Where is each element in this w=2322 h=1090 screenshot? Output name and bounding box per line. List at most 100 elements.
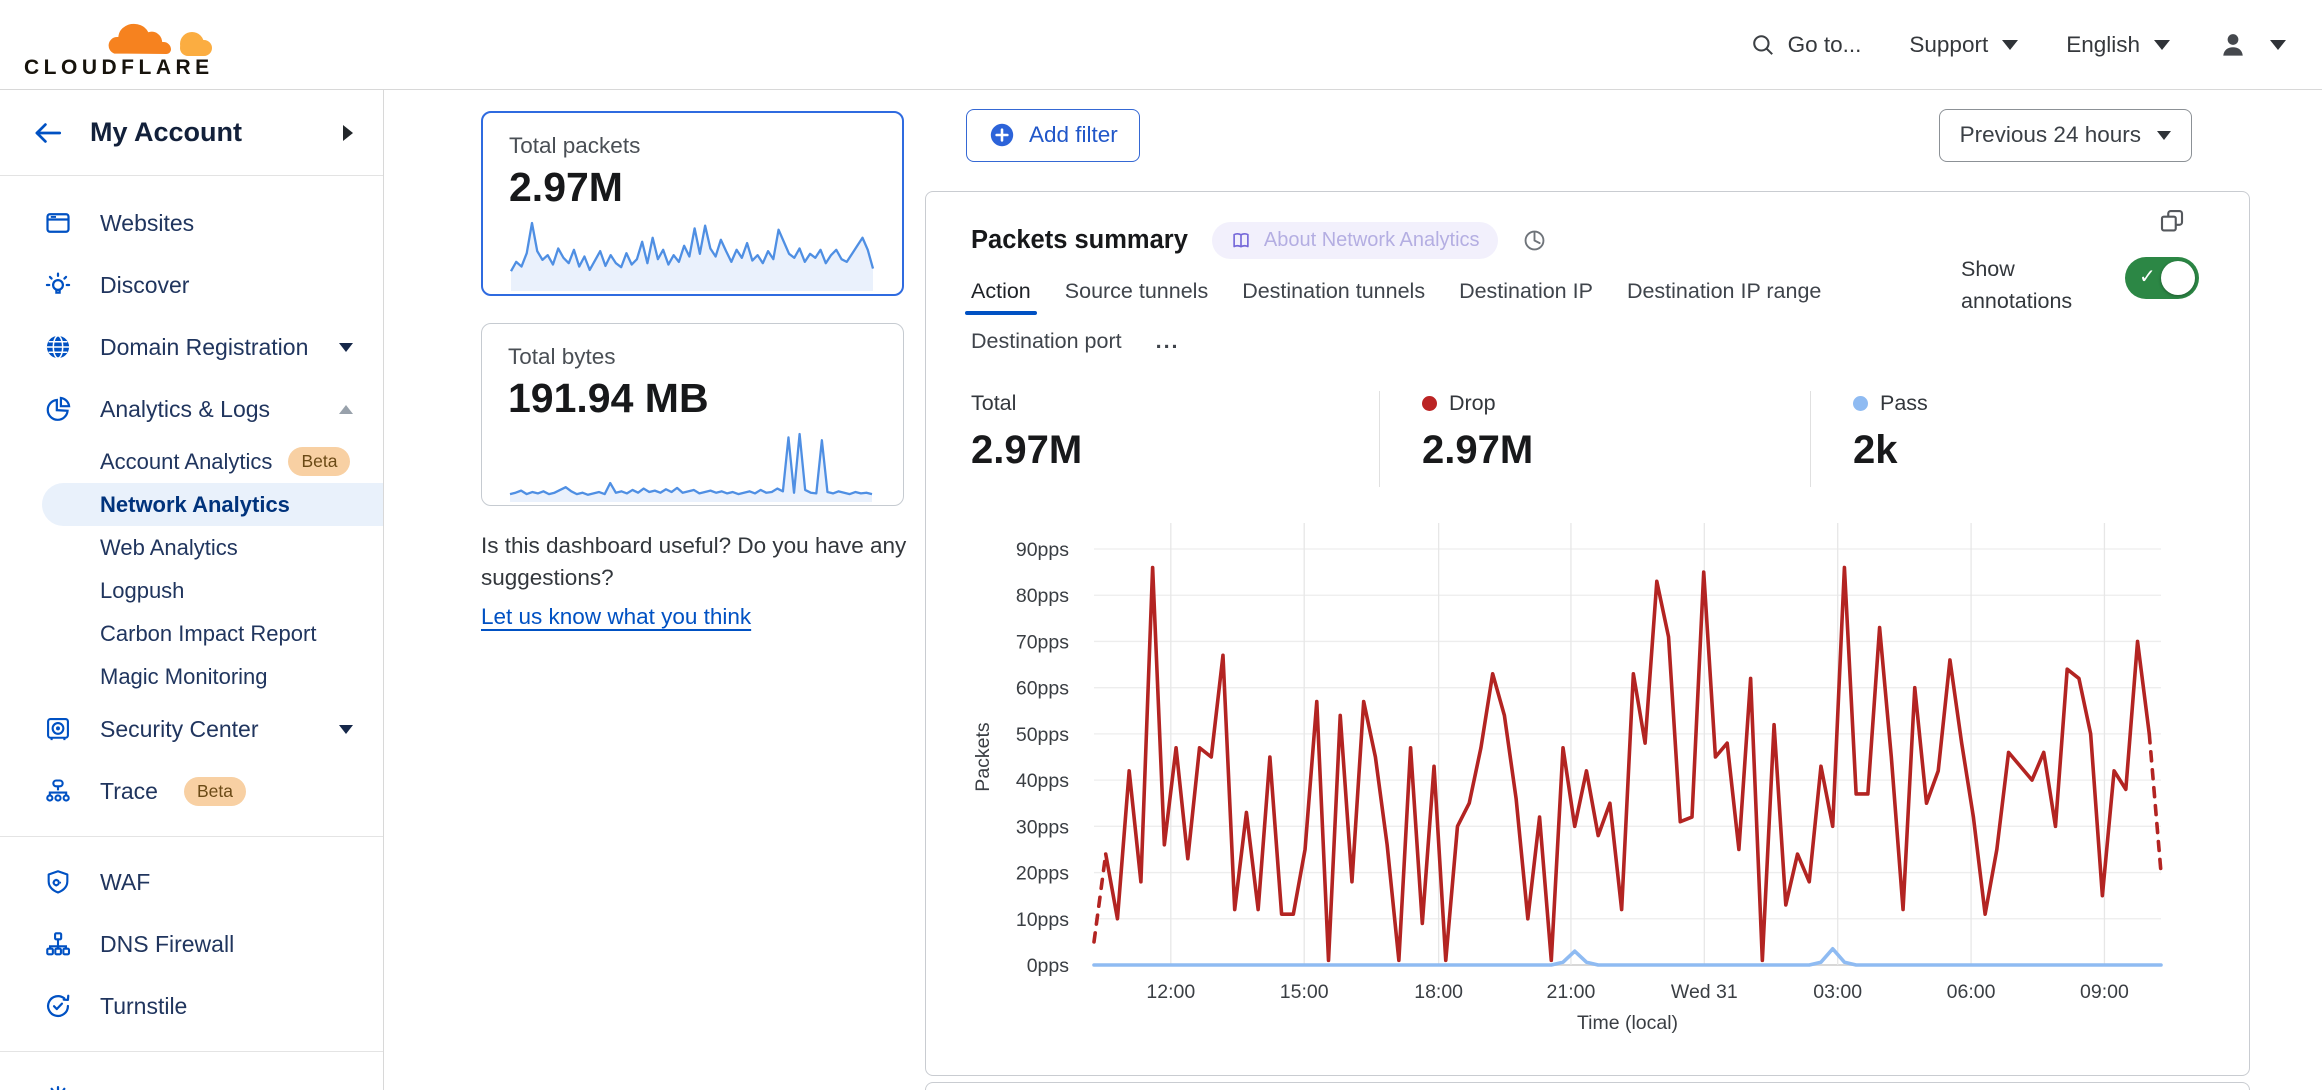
stat-label: Total <box>971 391 1017 415</box>
packets-time-series-chart[interactable]: 0pps 10pps 20pps 30pps 40pps 50pps 60pps 70pps 8… <box>971 489 2206 1049</box>
sitemap-icon <box>42 930 74 958</box>
sidebar-item-logpush[interactable]: Logpush <box>0 569 383 612</box>
turnstile-icon <box>42 992 74 1020</box>
sidebar-item-waf[interactable]: WAF <box>0 851 383 913</box>
metric-value: 2.97M <box>509 164 623 210</box>
show-annotations-toggle[interactable]: ✓ <box>2125 257 2199 299</box>
feedback-link[interactable]: Let us know what you think <box>481 603 752 629</box>
svg-text:Packets: Packets <box>972 722 994 792</box>
sidebar-item-network-analytics[interactable]: Network Analytics <box>42 483 383 526</box>
sidebar-item-magic-monitoring[interactable]: Magic Monitoring <box>0 655 383 698</box>
sidebar-item-label: Trace <box>100 777 158 804</box>
metric-column: Total packets 2.97M Total bytes 191.94 M… <box>481 111 907 633</box>
caret-down-icon <box>2154 39 2170 50</box>
tab-destination-ip-range[interactable]: Destination IP range <box>1626 279 1822 303</box>
drop-legend-dot <box>1422 396 1437 411</box>
caret-down-icon <box>2002 39 2019 50</box>
sidebar-item-trace[interactable]: Trace Beta <box>0 760 383 822</box>
more-tabs-button[interactable]: ... <box>1155 329 1180 353</box>
plus-circle-icon <box>990 123 1014 147</box>
stat-drop: Drop 2.97M <box>1379 391 1810 487</box>
about-badge-label: About Network Analytics <box>1263 229 1480 251</box>
next-panel-partial <box>925 1082 2250 1090</box>
sidebar-item-label: DNS Firewall <box>100 930 235 957</box>
toggle-knob <box>2161 261 2195 295</box>
stat-value: 2.97M <box>971 428 1083 472</box>
about-network-analytics-badge[interactable]: About Network Analytics <box>1211 222 1498 259</box>
add-filter-button[interactable]: Add filter <box>966 108 1140 162</box>
time-range-select[interactable]: Previous 24 hours <box>1938 108 2192 162</box>
sidebar-item-websites[interactable]: Websites <box>0 192 383 254</box>
svg-text:70pps: 70pps <box>1016 631 1069 653</box>
sidebar-item-partial[interactable] <box>0 1066 383 1090</box>
beta-badge: Beta <box>183 776 246 806</box>
sidebar-item-dns-firewall[interactable]: DNS Firewall <box>0 913 383 975</box>
burst-icon <box>42 1083 74 1090</box>
sidebar-item-domain-registration[interactable]: Domain Registration <box>0 316 383 378</box>
chevron-right-icon <box>343 124 353 141</box>
websites-icon <box>42 209 74 237</box>
svg-text:03:00: 03:00 <box>1813 981 1862 1003</box>
cloudflare-logo[interactable]: CLOUDFLARE <box>24 10 216 80</box>
lightbulb-icon <box>42 271 74 299</box>
account-menu[interactable] <box>2218 30 2286 60</box>
sidebar-item-label: Turnstile <box>100 992 188 1019</box>
packets-summary-panel: Packets summary About Network Analytics … <box>925 191 2250 1076</box>
time-range-value: Previous 24 hours <box>1959 122 2141 147</box>
goto-search[interactable]: Go to... <box>1750 31 1862 58</box>
shield-gear-icon <box>42 868 74 896</box>
main-content: Add filter Previous 24 hours Packets sum… <box>925 108 2250 1090</box>
svg-text:12:00: 12:00 <box>1146 981 1195 1003</box>
sidebar-item-discover[interactable]: Discover <box>0 254 383 316</box>
svg-text:40pps: 40pps <box>1016 770 1069 792</box>
cloudflare-logo-text: CLOUDFLARE <box>24 55 214 79</box>
packets-sparkline <box>509 221 875 291</box>
language-label: English <box>2066 31 2140 57</box>
sidebar-item-account-analytics[interactable]: Account Analytics Beta <box>0 440 383 483</box>
caret-up-icon <box>339 404 353 414</box>
caret-down-icon <box>2157 130 2171 140</box>
metric-label: Total bytes <box>508 344 616 369</box>
language-menu[interactable]: English <box>2066 32 2170 58</box>
back-to-accounts[interactable]: My Account <box>0 90 383 176</box>
svg-text:Wed 31: Wed 31 <box>1671 981 1738 1003</box>
stat-label: Drop <box>1449 391 1496 415</box>
expand-panel-icon[interactable] <box>2157 206 2187 241</box>
sidebar-item-web-analytics[interactable]: Web Analytics <box>0 526 383 569</box>
tab-destination-tunnels[interactable]: Destination tunnels <box>1242 279 1426 303</box>
sidebar-item-label: Web Analytics <box>100 534 238 560</box>
sidebar-item-label: Network Analytics <box>100 491 290 517</box>
svg-text:30pps: 30pps <box>1016 816 1069 838</box>
sidebar-item-carbon-impact-report[interactable]: Carbon Impact Report <box>0 612 383 655</box>
total-packets-card[interactable]: Total packets 2.97M <box>481 111 904 296</box>
sidebar-item-security-center[interactable]: Security Center <box>0 698 383 760</box>
panel-title: Packets summary <box>971 226 1188 254</box>
caret-down-icon <box>2270 39 2286 50</box>
pie-chart-icon <box>42 395 74 423</box>
metric-label: Total packets <box>509 133 641 158</box>
packets-chart-area: 0pps 10pps 20pps 30pps 40pps 50pps 60pps 70pps 8… <box>971 489 2204 1054</box>
stat-label: Pass <box>1880 391 1928 415</box>
pie-clock-icon[interactable] <box>1522 228 1547 253</box>
total-bytes-card[interactable]: Total bytes 191.94 MB <box>481 323 904 506</box>
sidebar-item-label: Account Analytics <box>100 448 273 474</box>
svg-text:0pps: 0pps <box>1027 955 1070 977</box>
sidebar-divider <box>0 836 383 837</box>
sidebar-item-label: Analytics & Logs <box>100 395 271 422</box>
tab-destination-ip[interactable]: Destination IP <box>1459 279 1593 303</box>
feedback-question: Is this dashboard useful? Do you have an… <box>481 533 907 590</box>
show-annotations-label: Show annotations <box>1961 257 2073 313</box>
support-menu[interactable]: Support <box>1909 32 2019 58</box>
svg-text:09:00: 09:00 <box>2080 981 2129 1003</box>
tab-action[interactable]: Action <box>965 279 1037 315</box>
sidebar-item-analytics-logs[interactable]: Analytics & Logs <box>0 378 383 440</box>
svg-text:Time (local): Time (local) <box>1577 1012 1678 1034</box>
beta-badge: Beta <box>288 447 351 476</box>
tab-destination-port[interactable]: Destination port <box>971 329 1122 353</box>
sidebar-item-label: Magic Monitoring <box>100 663 268 689</box>
tab-source-tunnels[interactable]: Source tunnels <box>1064 279 1209 303</box>
goto-label: Go to... <box>1787 31 1862 57</box>
stat-value: 2.97M <box>1422 428 1534 472</box>
sidebar-item-turnstile[interactable]: Turnstile <box>0 975 383 1037</box>
globe-icon <box>42 333 74 361</box>
